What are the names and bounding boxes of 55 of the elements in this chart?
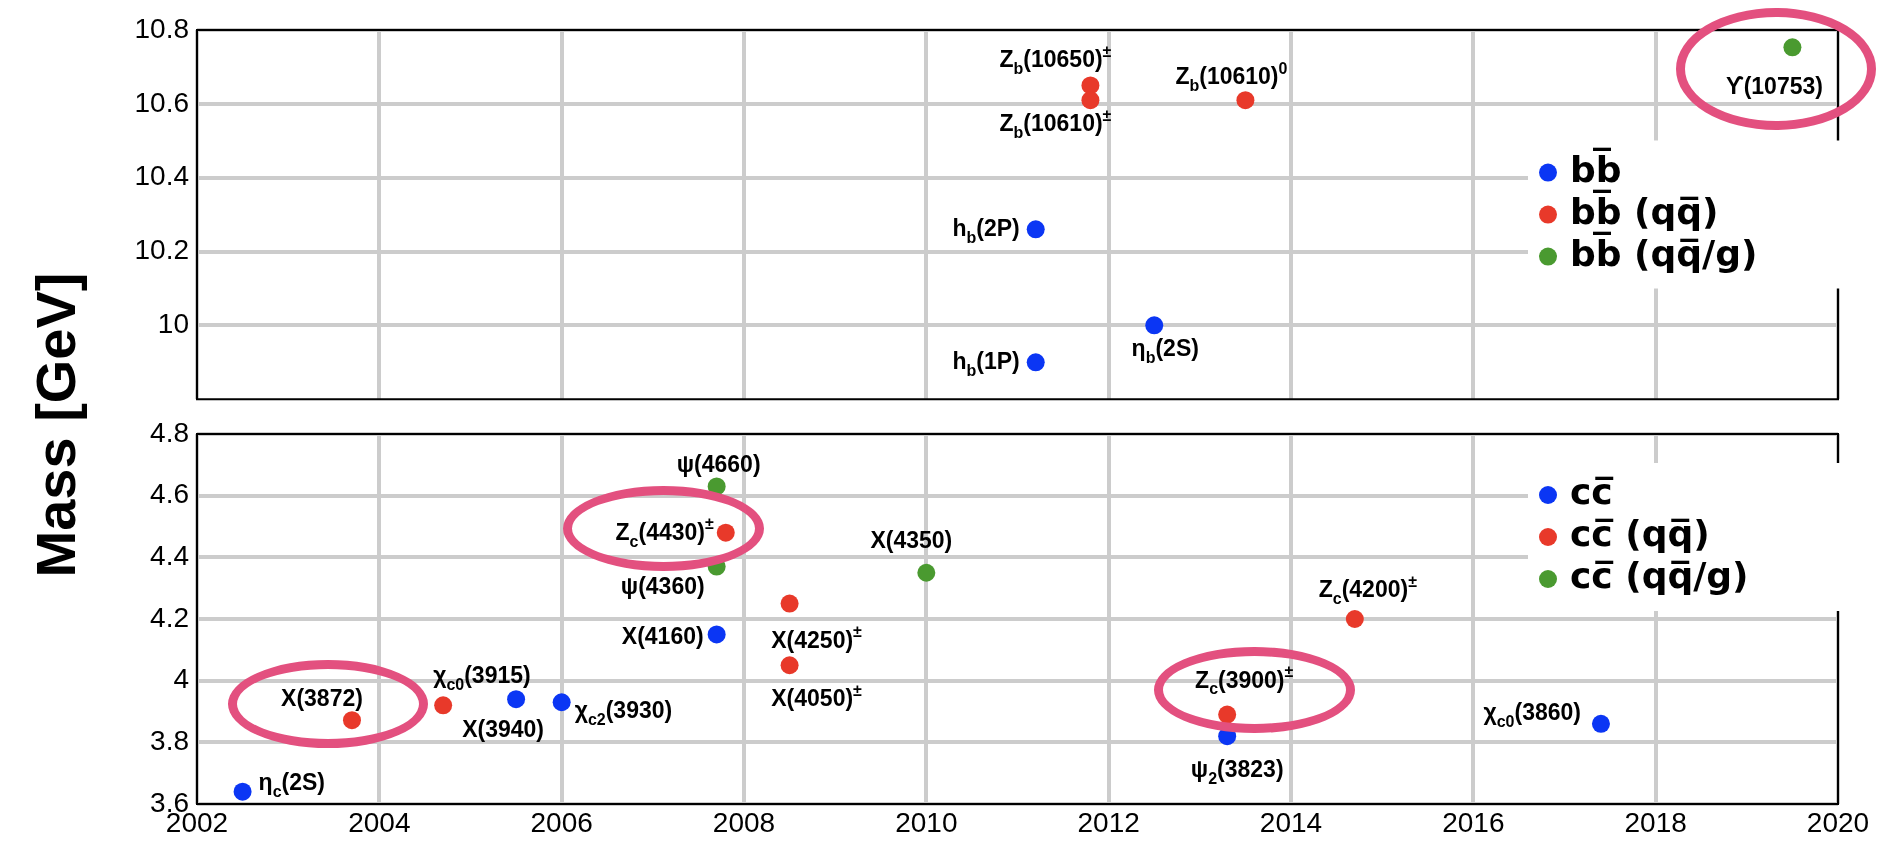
annotation: ψ(4360) [620, 572, 705, 599]
annotation: X(3940) [462, 716, 544, 743]
annotation: ϒ(10753) [1725, 73, 1823, 100]
legend-label: bb̅ (qq̅) [1570, 189, 1719, 232]
point [233, 782, 252, 801]
point [780, 656, 799, 675]
x-tick-label: 2012 [1077, 806, 1140, 838]
annotation: X(4160) [621, 623, 704, 650]
y-tick-label: 10.4 [134, 160, 189, 192]
annotation: X(3872) [281, 685, 363, 712]
x-tick-label: 2014 [1259, 806, 1323, 838]
point [716, 523, 735, 542]
point [342, 711, 361, 730]
legend-label: bb̅ (qq̅/g) [1570, 231, 1758, 274]
point [1145, 316, 1164, 335]
annotation: ψ(4660) [676, 451, 761, 478]
point [1591, 714, 1610, 733]
x-tick-label: 2006 [530, 806, 593, 838]
y-tick-label: 4.2 [150, 601, 189, 633]
legend-label: cc̅ (qq̅/g) [1570, 555, 1749, 597]
point [1026, 220, 1045, 239]
annotation: X(4250)± [771, 623, 863, 653]
x-tick-label: 2020 [1806, 806, 1870, 838]
point [552, 693, 571, 712]
y-axis-title: Mass [GeV] [22, 272, 88, 578]
y-tick-label: 10 [157, 308, 189, 340]
legend-label: bb̅ [1570, 147, 1622, 190]
y-tick-label: 4.4 [150, 540, 189, 572]
point [707, 625, 726, 644]
x-tick-label: 2004 [348, 806, 411, 838]
y-tick-label: 10.8 [134, 12, 189, 44]
x-tick-label: 2016 [1442, 806, 1505, 838]
y-tick-label: 10.6 [134, 86, 189, 118]
point [1345, 610, 1364, 628]
point [917, 563, 936, 582]
y-tick-label: 4 [173, 663, 189, 695]
annotation: X(4350) [870, 526, 953, 553]
y-tick-label: 4.8 [150, 416, 189, 448]
point [1236, 91, 1255, 110]
legend-label: cc̅ (qq̅) [1570, 513, 1710, 555]
point [1081, 91, 1100, 110]
point [1783, 38, 1802, 57]
point [507, 690, 526, 709]
point [1026, 353, 1045, 372]
y-tick-label: 10.2 [134, 234, 189, 266]
point [780, 594, 799, 613]
point [1218, 705, 1237, 724]
x-tick-label: 2008 [712, 806, 776, 838]
x-tick-label: 2018 [1624, 806, 1687, 838]
point [434, 696, 453, 715]
y-tick-label: 3.8 [150, 725, 189, 757]
annotation: X(4050)± [771, 681, 863, 712]
x-tick-label: 2010 [895, 806, 958, 838]
y-tick-label: 4.6 [150, 478, 189, 510]
legend-label: cc̅ [1570, 471, 1614, 513]
